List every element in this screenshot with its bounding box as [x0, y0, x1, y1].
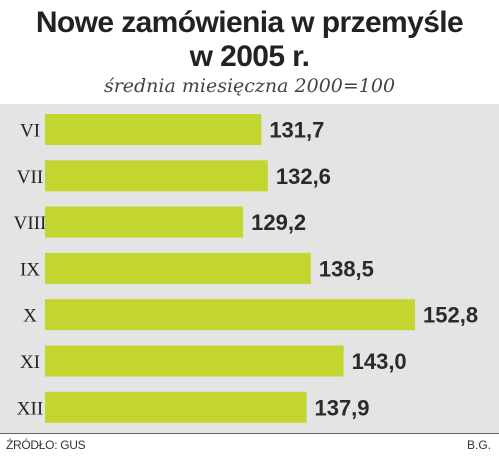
- bar: [45, 345, 344, 377]
- category-label: VI: [20, 121, 40, 142]
- value-label: 152,8: [423, 303, 478, 328]
- category-label: VII: [17, 167, 43, 188]
- category-label: X: [23, 306, 37, 327]
- bar: [45, 391, 307, 423]
- bar-chart: VI 131,7 VII 132,6 VIII 129,2 IX 138,5 X 152,8 XI 1…: [14, 114, 478, 423]
- category-label: XII: [17, 398, 43, 419]
- category-label: XI: [20, 352, 40, 373]
- bar: [45, 299, 415, 331]
- chart-title: Nowe zamówienia w przemyśle: [35, 6, 464, 39]
- category-label: IX: [20, 259, 40, 280]
- bar: [45, 160, 268, 192]
- chart-area: VI 131,7 VII 132,6 VIII 129,2 IX 138,5 X 152,8 XI 1…: [0, 104, 499, 434]
- bar: [45, 252, 311, 284]
- value-label: 143,0: [352, 349, 407, 374]
- category-label: VIII: [14, 213, 47, 234]
- chart-subtitle: średnia miesięczna 2000=100: [103, 75, 396, 97]
- bar: [45, 114, 262, 145]
- bar: [45, 206, 244, 238]
- source-note: ŹRÓDŁO: GUS: [6, 438, 86, 452]
- value-label: 138,5: [319, 256, 374, 281]
- value-label: 131,7: [269, 118, 324, 143]
- author-credit: B.G.: [466, 438, 491, 452]
- chart-title-line2: w 2005 r.: [189, 40, 310, 73]
- value-label: 129,2: [251, 210, 306, 235]
- value-label: 132,6: [276, 164, 331, 189]
- value-label: 137,9: [314, 395, 369, 420]
